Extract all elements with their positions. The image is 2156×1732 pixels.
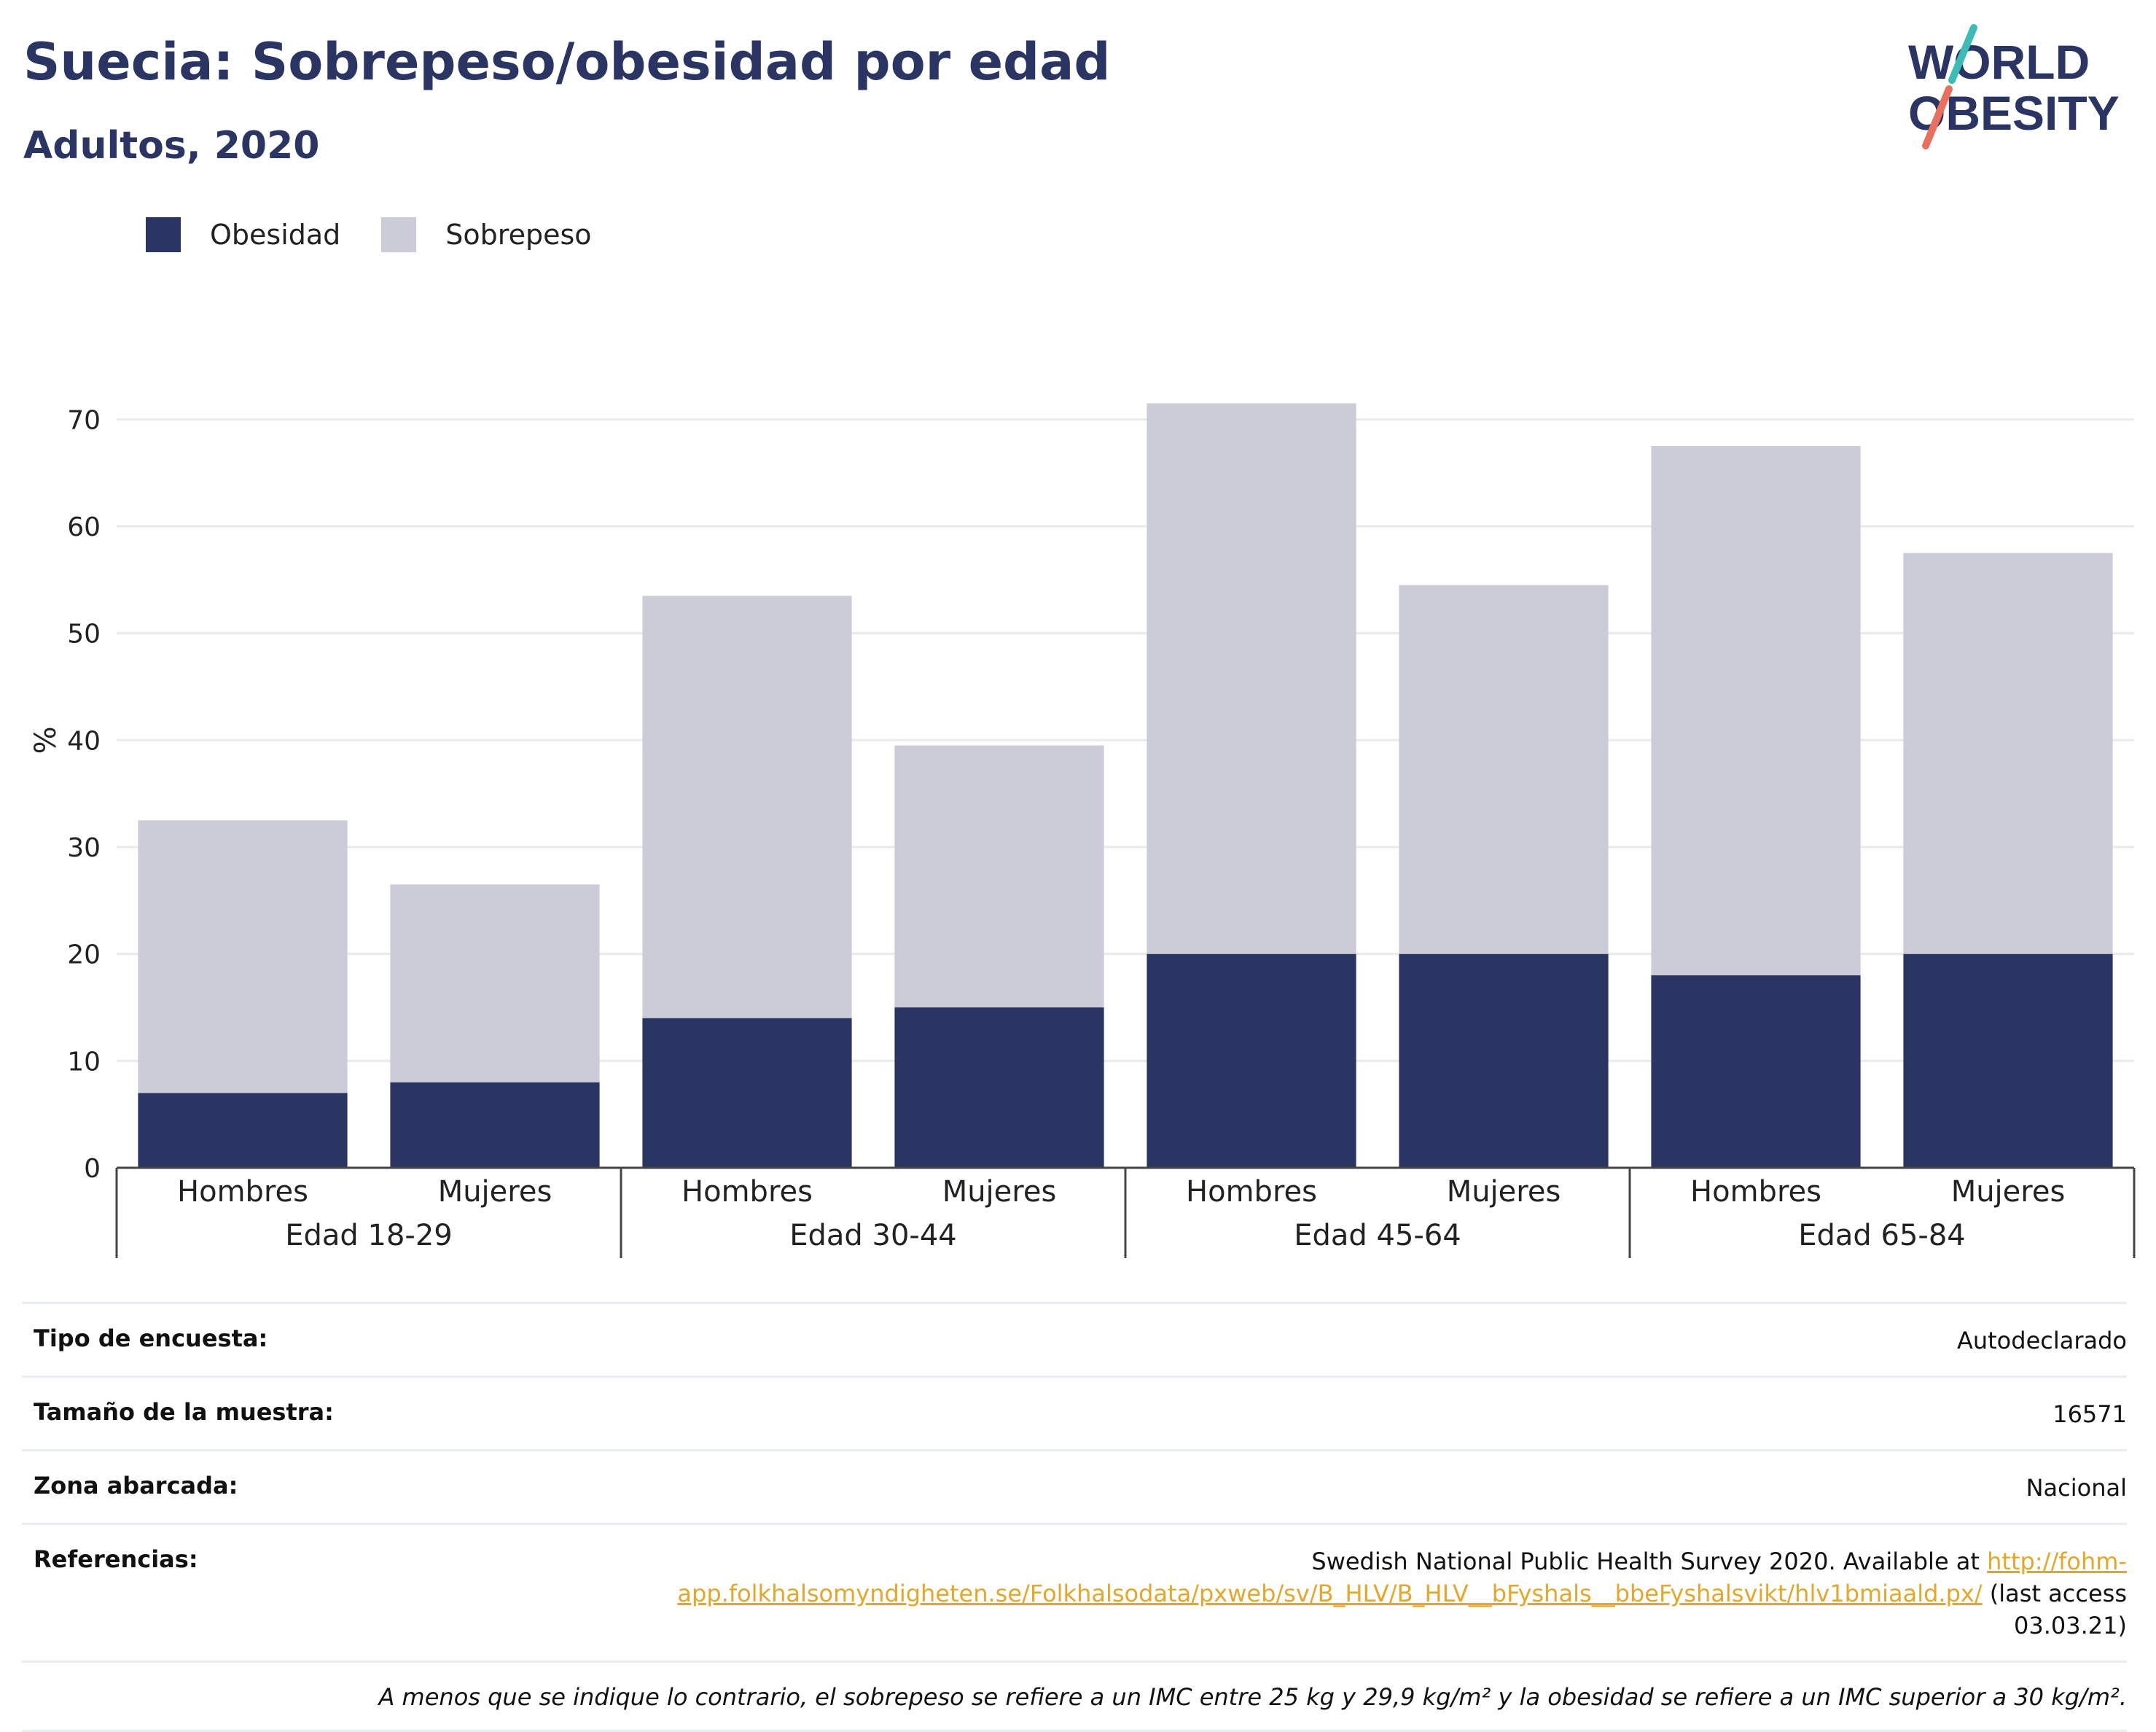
group-label-3: Edad 45-64 xyxy=(1294,1219,1461,1252)
group-label-4: Edad 65-84 xyxy=(1798,1219,1966,1252)
x-tick-label-4: Mujeres xyxy=(942,1175,1057,1209)
references-value: Swedish National Public Health Survey 20… xyxy=(669,1545,2127,1642)
y-axis-title: % xyxy=(29,726,63,754)
info-row-area: Zona abarcada: Nacional xyxy=(22,1449,2127,1523)
references-text-before: Swedish National Public Health Survey 20… xyxy=(1311,1548,1988,1575)
x-tick-label-2: Mujeres xyxy=(438,1175,552,1209)
group-label-2: Edad 30-44 xyxy=(789,1219,957,1252)
y-tick-label-0: 0 xyxy=(84,1154,101,1184)
x-tick-label-1: Hombres xyxy=(177,1175,308,1209)
logo-slash-coral xyxy=(1922,85,1953,149)
x-tick-label-5: Hombres xyxy=(1186,1175,1317,1209)
legend-swatch-obesidad xyxy=(146,217,181,252)
bar-obesidad-6 xyxy=(1399,953,1609,1168)
bar-obesidad-4 xyxy=(894,1007,1104,1168)
info-row-note: A menos que se indique lo contrario, el … xyxy=(22,1661,2127,1732)
bar-obesidad-8 xyxy=(1903,953,2113,1168)
bar-sobrepeso-3 xyxy=(642,596,852,1018)
x-tick-label-3: Hombres xyxy=(681,1175,813,1209)
info-table: Tipo de encuesta: Autodeclarado Tamaño d… xyxy=(22,1302,2127,1732)
bar-sobrepeso-2 xyxy=(390,884,600,1082)
definition-note: A menos que se indique lo contrario, el … xyxy=(378,1683,2127,1711)
x-tick-label-7: Hombres xyxy=(1690,1175,1821,1209)
info-row-survey-type: Tipo de encuesta: Autodeclarado xyxy=(22,1302,2127,1376)
bar-obesidad-3 xyxy=(642,1018,852,1168)
y-tick-label-50: 50 xyxy=(67,620,101,650)
y-tick-label-70: 70 xyxy=(67,405,101,435)
survey-type-label: Tipo de encuesta: xyxy=(34,1325,268,1352)
bar-obesidad-2 xyxy=(390,1082,600,1168)
bar-sobrepeso-1 xyxy=(138,820,348,1093)
bar-obesidad-5 xyxy=(1147,953,1356,1168)
y-tick-label-20: 20 xyxy=(67,940,101,970)
world-obesity-logo: WORLD OBESITY xyxy=(1908,24,2120,149)
y-tick-label-30: 30 xyxy=(67,833,101,863)
y-tick-label-10: 10 xyxy=(67,1047,101,1077)
legend: Obesidad Sobrepeso xyxy=(146,217,633,252)
references-label: Referencias: xyxy=(34,1545,198,1573)
bar-obesidad-7 xyxy=(1651,975,1861,1168)
logo-text-world: WORLD xyxy=(1908,35,2090,89)
bar-sobrepeso-8 xyxy=(1903,553,2113,954)
legend-label-obesidad: Obesidad xyxy=(210,219,341,251)
x-tick-label-8: Mujeres xyxy=(1951,1175,2066,1209)
chart-subtitle: Adultos, 2020 xyxy=(23,124,320,168)
legend-swatch-sobrepeso xyxy=(381,217,417,252)
legend-item-obesidad[interactable]: Obesidad xyxy=(146,217,340,252)
bar-sobrepeso-5 xyxy=(1147,403,1356,954)
y-tick-label-40: 40 xyxy=(67,726,101,756)
sample-size-value: 16571 xyxy=(2053,1400,2127,1428)
logo-slash-teal xyxy=(1948,24,1977,84)
x-tick-label-6: Mujeres xyxy=(1447,1175,1561,1209)
stacked-bar-chart: 0 10 20 30 40 50 60 70% Hombres Mujeres Hombres Muj… xyxy=(29,403,2136,1258)
group-label-1: Edad 18-29 xyxy=(285,1219,453,1252)
bar-sobrepeso-6 xyxy=(1399,585,1609,954)
legend-label-sobrepeso: Sobrepeso xyxy=(445,219,592,251)
legend-item-sobrepeso[interactable]: Sobrepeso xyxy=(381,217,592,252)
chart-title: Suecia: Sobrepeso/obesidad por edad xyxy=(23,32,1111,92)
area-label: Zona abarcada: xyxy=(34,1472,238,1499)
area-value: Nacional xyxy=(2026,1474,2127,1502)
references-link[interactable]: http://fohm-app.folkhalsomyndigheten.se/… xyxy=(677,1548,2127,1607)
bar-obesidad-1 xyxy=(138,1093,348,1168)
sample-size-label: Tamaño de la muestra: xyxy=(34,1398,334,1426)
bar-sobrepeso-4 xyxy=(894,745,1104,1007)
info-row-references: Referencias: Swedish National Public Hea… xyxy=(22,1523,2127,1661)
bar-sobrepeso-7 xyxy=(1651,446,1861,975)
survey-type-value: Autodeclarado xyxy=(1956,1327,2127,1354)
references-text-after: (last access 03.03.21) xyxy=(1982,1580,2127,1639)
y-tick-label-60: 60 xyxy=(67,512,101,542)
info-row-sample-size: Tamaño de la muestra: 16571 xyxy=(22,1376,2127,1449)
